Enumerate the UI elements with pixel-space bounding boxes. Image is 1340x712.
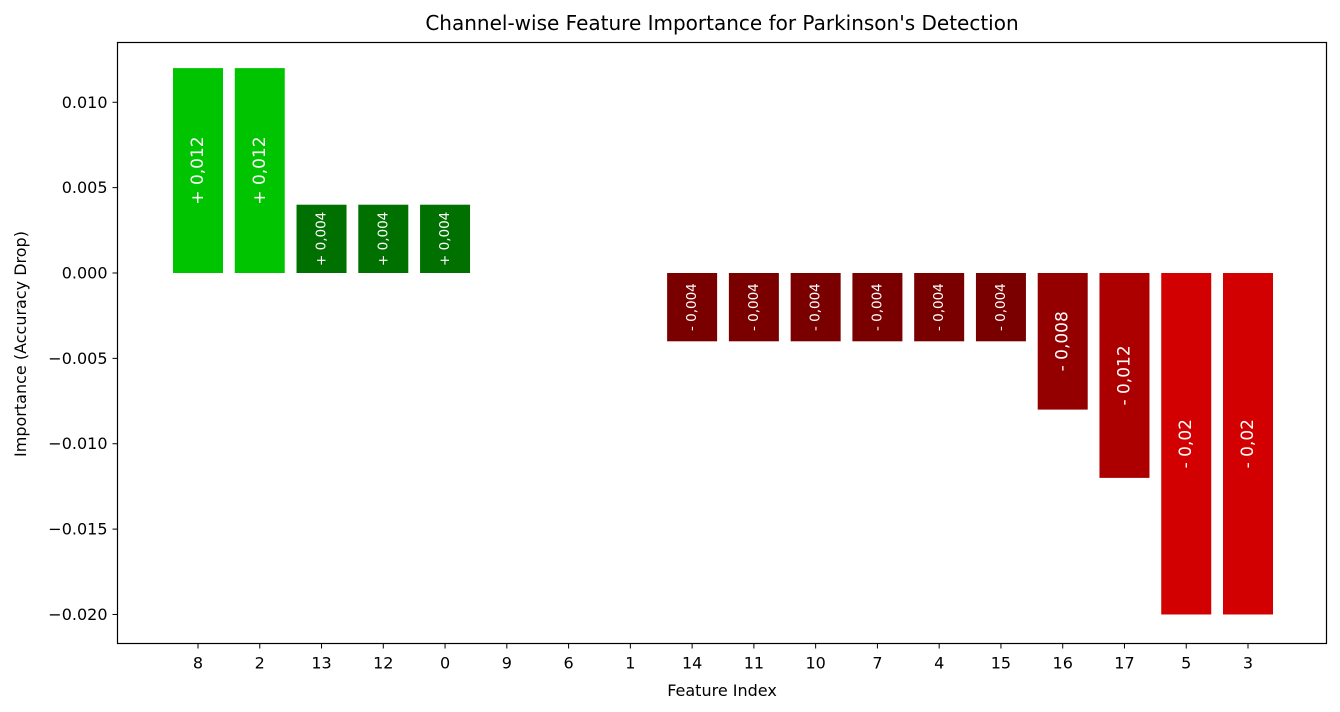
plot-frame bbox=[116, 41, 1328, 645]
x-tick-label-11: 11 bbox=[744, 654, 764, 673]
bar-labels-group: + 0,012 + 0,012 + 0,004 + 0,004 + 0,004 - 0,0… bbox=[188, 136, 1258, 468]
y-tick-label: 0.010 bbox=[62, 93, 108, 112]
bar-14 bbox=[667, 273, 718, 342]
bar-label-2: + 0,012 bbox=[250, 136, 270, 204]
x-tick-label-1: 1 bbox=[625, 654, 635, 673]
x-tick-label-7: 7 bbox=[872, 654, 882, 673]
bar-label-11: - 0,004 bbox=[746, 283, 762, 331]
bar-label-7: - 0,004 bbox=[869, 283, 885, 331]
bar-12 bbox=[358, 204, 409, 273]
x-tick-label-4: 4 bbox=[934, 654, 944, 673]
bar-10 bbox=[790, 273, 841, 342]
bar-label-0: + 0,004 bbox=[437, 212, 453, 266]
bar-4 bbox=[914, 273, 965, 342]
y-axis-label: Importance (Accuracy Drop) bbox=[11, 231, 30, 457]
x-tick-label-15: 15 bbox=[991, 654, 1011, 673]
x-tick-label-10: 10 bbox=[805, 654, 825, 673]
bars-group bbox=[173, 68, 1273, 615]
bar-label-17: - 0,012 bbox=[1114, 345, 1134, 405]
y-tick-label: 0.000 bbox=[62, 263, 108, 282]
bar-label-5: - 0,02 bbox=[1176, 419, 1196, 468]
x-tick-label-2: 2 bbox=[255, 654, 265, 673]
x-tick-label-6: 6 bbox=[563, 654, 573, 673]
bar-label-10: - 0,004 bbox=[808, 283, 824, 331]
bar-8 bbox=[173, 68, 223, 273]
x-tick-label-5: 5 bbox=[1181, 654, 1191, 673]
x-ticks-group: 8 2 13 12 0 9 6 1 14 11 10 7 4 15 16 17 5 3 bbox=[193, 643, 1253, 673]
bar-label-4: - 0,004 bbox=[931, 283, 947, 331]
bar-2 bbox=[234, 68, 285, 273]
y-tick-label: −0.020 bbox=[48, 605, 107, 624]
bar-7 bbox=[852, 273, 903, 342]
bar-label-14: - 0,004 bbox=[684, 283, 700, 331]
y-tick-label: −0.015 bbox=[48, 520, 107, 539]
y-tick-label: 0.005 bbox=[62, 178, 108, 197]
bar-16 bbox=[1037, 273, 1088, 410]
bar-3 bbox=[1223, 273, 1273, 615]
bar-0 bbox=[420, 204, 471, 273]
x-tick-label-9: 9 bbox=[502, 654, 512, 673]
bar-11 bbox=[728, 273, 779, 342]
bar-label-15: - 0,004 bbox=[993, 283, 1009, 331]
bar-label-12: + 0,004 bbox=[375, 212, 391, 266]
x-tick-label-14: 14 bbox=[682, 654, 702, 673]
bar-15 bbox=[975, 273, 1026, 342]
y-ticks-group: −0.020 −0.015 −0.010 −0.005 0.000 0.005 0.010 bbox=[48, 93, 118, 624]
bar-label-8: + 0,012 bbox=[188, 136, 208, 204]
x-tick-label-3: 3 bbox=[1243, 654, 1253, 673]
x-axis-label: Feature Index bbox=[667, 681, 777, 700]
bar-17 bbox=[1099, 273, 1150, 478]
x-tick-label-0: 0 bbox=[440, 654, 450, 673]
x-tick-label-17: 17 bbox=[1114, 654, 1134, 673]
bar-label-13: + 0,004 bbox=[314, 212, 330, 266]
bar-label-3: - 0,02 bbox=[1238, 419, 1258, 468]
bar-13 bbox=[296, 204, 347, 273]
y-tick-label: −0.005 bbox=[48, 349, 107, 368]
x-tick-label-13: 13 bbox=[311, 654, 331, 673]
bar-label-16: - 0,008 bbox=[1053, 311, 1073, 371]
x-tick-label-16: 16 bbox=[1053, 654, 1073, 673]
x-tick-label-8: 8 bbox=[193, 654, 203, 673]
chart-title: Channel-wise Feature Importance for Park… bbox=[425, 11, 1018, 35]
bar-5 bbox=[1161, 273, 1212, 615]
y-tick-label: −0.010 bbox=[48, 434, 107, 453]
x-tick-label-12: 12 bbox=[373, 654, 393, 673]
